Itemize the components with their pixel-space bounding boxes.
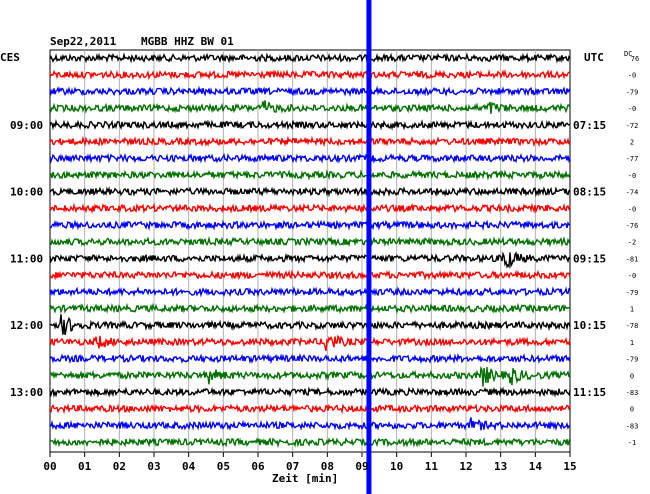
dc-offset-0: 76	[631, 55, 639, 63]
trace-row-16	[49, 314, 571, 336]
trace-row-5	[49, 135, 571, 148]
x-tick-label-09: 09	[355, 460, 368, 473]
trace-row-4	[49, 119, 571, 131]
x-tick-label-05: 05	[217, 460, 230, 473]
right-time-label-20: 11:15	[573, 386, 606, 399]
x-tick-label-08: 08	[321, 460, 334, 473]
dc-offset-4: -72	[626, 122, 639, 130]
trace-row-13	[49, 269, 571, 281]
trace-row-9	[49, 202, 571, 215]
right-zone-label: UTC	[584, 51, 604, 64]
date-label: Sep22,2011	[50, 35, 117, 48]
marker-group	[366, 0, 372, 494]
x-axis-label: Zeit [min]	[272, 472, 338, 485]
trace-row-0	[49, 52, 571, 64]
x-tick-label-12: 12	[459, 460, 472, 473]
dc-offset-13: -0	[628, 272, 636, 280]
x-tick-label-13: 13	[494, 460, 507, 473]
x-tick-label-11: 11	[425, 460, 439, 473]
x-tick-label-10: 10	[390, 460, 403, 473]
left-time-label-12: 11:00	[10, 252, 43, 265]
right-time-label-8: 08:15	[573, 186, 606, 199]
x-tick-label-06: 06	[251, 460, 265, 473]
trace-group	[49, 52, 571, 449]
right-time-label-4: 07:15	[573, 119, 606, 132]
dc-offset-2: -79	[626, 88, 639, 96]
dc-offset-5: 2	[630, 139, 634, 147]
trace-row-12	[49, 251, 571, 269]
label-group: 09:00 10:00 11:00 12:00 13:00 07:15 08:15 09:15…	[10, 55, 639, 473]
dc-offset-15: 1	[630, 306, 634, 314]
marker-line	[366, 0, 372, 494]
dc-offset-10: -76	[626, 222, 639, 230]
x-tick-label-14: 14	[529, 460, 543, 473]
dc-offset-21: 0	[630, 406, 634, 414]
dc-offset-17: 1	[630, 339, 634, 347]
trace-row-11	[49, 235, 571, 248]
dc-offset-3: -0	[628, 105, 636, 113]
dc-offset-19: 0	[630, 372, 634, 380]
x-tick-label-02: 02	[113, 460, 126, 473]
trace-row-20	[49, 386, 571, 398]
right-time-label-16: 10:15	[573, 319, 606, 332]
trace-row-7	[49, 169, 571, 181]
dc-offset-7: -0	[628, 172, 636, 180]
dc-offset-1: -0	[628, 72, 636, 80]
x-tick-label-00: 00	[43, 460, 56, 473]
trace-row-6	[49, 152, 571, 164]
dc-offset-23: -1	[628, 439, 636, 447]
grid-lines	[84, 50, 536, 452]
trace-row-14	[49, 286, 571, 298]
left-time-label-8: 10:00	[10, 186, 43, 199]
right-time-label-12: 09:15	[573, 252, 606, 265]
trace-row-21	[49, 403, 571, 415]
x-tick-label-03: 03	[147, 460, 160, 473]
left-time-label-16: 12:00	[10, 319, 43, 332]
x-tick-label-04: 04	[182, 460, 196, 473]
dc-offset-20: -83	[626, 389, 639, 397]
left-time-label-4: 09:00	[10, 119, 43, 132]
trace-row-23	[49, 436, 571, 449]
dc-offset-22: -83	[626, 422, 639, 430]
left-zone-label: CES	[0, 51, 20, 64]
x-tick-label-07: 07	[286, 460, 299, 473]
trace-row-15	[49, 302, 571, 315]
station-label: MGBB HHZ BW 01	[141, 35, 234, 48]
dc-header-label: DC	[624, 50, 632, 58]
x-tick-label-01: 01	[78, 460, 92, 473]
left-time-label-20: 13:00	[10, 386, 43, 399]
trace-row-3	[49, 100, 571, 114]
dc-offset-12: -81	[626, 255, 639, 263]
x-tick-label-15: 15	[563, 460, 576, 473]
trace-row-1	[49, 68, 571, 81]
trace-row-17	[49, 334, 571, 352]
dc-offset-18: -79	[626, 356, 639, 364]
dc-offset-14: -79	[626, 289, 639, 297]
trace-row-18	[49, 352, 571, 365]
dc-offset-11: -2	[628, 239, 636, 247]
trace-row-10	[50, 219, 571, 231]
dc-offset-6: -77	[626, 155, 639, 163]
dc-offset-8: -74	[626, 189, 639, 197]
trace-row-19	[49, 365, 571, 387]
dc-offset-16: -78	[626, 322, 639, 330]
trace-row-22	[49, 417, 571, 432]
dc-offset-9: -0	[628, 205, 636, 213]
trace-row-2	[49, 85, 571, 98]
trace-row-8	[49, 186, 571, 198]
